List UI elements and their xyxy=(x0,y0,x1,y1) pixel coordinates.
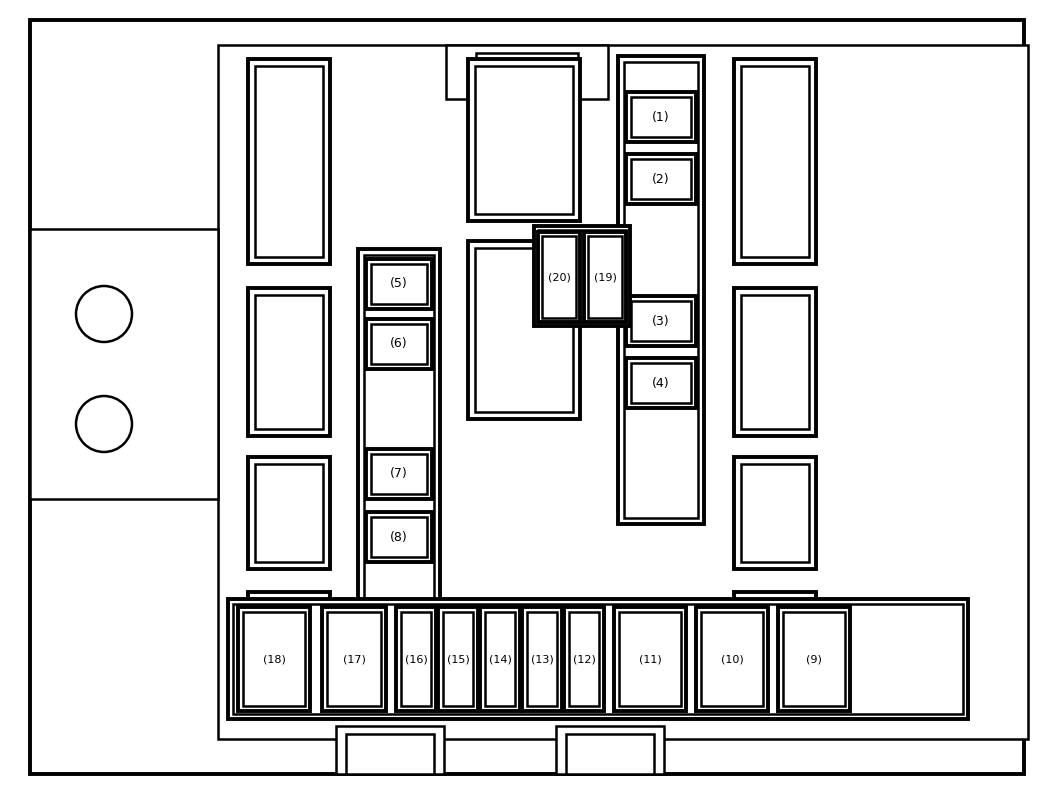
Bar xyxy=(485,612,515,706)
Bar xyxy=(527,612,557,706)
Text: (11): (11) xyxy=(639,654,661,664)
Bar xyxy=(396,607,436,711)
Bar xyxy=(371,264,427,304)
Bar xyxy=(631,301,691,341)
Bar xyxy=(626,154,696,204)
Bar xyxy=(366,319,432,369)
Text: (20): (20) xyxy=(548,272,570,282)
Text: (8): (8) xyxy=(390,530,408,544)
Bar xyxy=(248,288,330,436)
Bar xyxy=(584,232,626,322)
Bar xyxy=(624,62,698,518)
Bar xyxy=(255,464,323,562)
Bar xyxy=(588,236,622,318)
Bar xyxy=(741,464,809,562)
Bar xyxy=(618,56,704,524)
Bar xyxy=(631,97,691,137)
Bar xyxy=(371,454,427,494)
Text: (1): (1) xyxy=(652,110,669,124)
Bar xyxy=(475,66,573,214)
Bar xyxy=(741,295,809,429)
Bar xyxy=(734,592,816,664)
Text: (5): (5) xyxy=(390,277,408,291)
Text: (19): (19) xyxy=(593,272,617,282)
Text: (9): (9) xyxy=(806,654,822,664)
Bar xyxy=(255,599,323,657)
Text: (17): (17) xyxy=(343,654,366,664)
Bar xyxy=(248,592,330,664)
Bar xyxy=(696,607,768,711)
Bar xyxy=(446,45,608,99)
Text: (14): (14) xyxy=(489,654,511,664)
Bar xyxy=(741,599,809,657)
Bar xyxy=(569,612,599,706)
Bar xyxy=(778,607,850,711)
Text: (18): (18) xyxy=(262,654,286,664)
Text: (13): (13) xyxy=(530,654,553,664)
Text: (16): (16) xyxy=(405,654,427,664)
Text: (12): (12) xyxy=(572,654,596,664)
Bar xyxy=(255,66,323,257)
Bar xyxy=(475,248,573,412)
Bar xyxy=(480,607,520,711)
Bar xyxy=(468,241,580,419)
Bar xyxy=(255,295,323,429)
Bar xyxy=(538,230,626,322)
Text: (15): (15) xyxy=(447,654,469,664)
Bar xyxy=(366,259,432,309)
Bar xyxy=(734,59,816,264)
Bar xyxy=(336,726,444,774)
Bar xyxy=(538,232,580,322)
Text: (3): (3) xyxy=(652,314,669,327)
Bar xyxy=(631,363,691,403)
Bar xyxy=(346,734,434,774)
Bar xyxy=(614,607,686,711)
Bar xyxy=(542,236,575,318)
Bar xyxy=(248,59,330,264)
Bar xyxy=(626,358,696,408)
Bar xyxy=(218,45,1028,739)
Bar xyxy=(401,612,431,706)
Bar xyxy=(243,612,305,706)
Bar xyxy=(783,612,845,706)
Bar xyxy=(626,92,696,142)
Bar xyxy=(626,296,696,346)
Bar xyxy=(534,226,630,326)
Bar xyxy=(564,607,604,711)
Bar xyxy=(443,612,473,706)
Bar xyxy=(522,607,562,711)
Bar xyxy=(364,255,434,633)
Bar xyxy=(371,517,427,557)
Text: (2): (2) xyxy=(652,172,669,186)
Bar xyxy=(619,612,681,706)
Circle shape xyxy=(76,286,132,342)
Bar xyxy=(741,66,809,257)
Text: (10): (10) xyxy=(721,654,743,664)
Bar xyxy=(701,612,763,706)
Bar xyxy=(566,734,653,774)
Bar xyxy=(323,607,386,711)
Bar xyxy=(327,612,380,706)
Bar xyxy=(30,229,218,499)
Bar xyxy=(233,604,963,714)
Bar xyxy=(366,449,432,499)
Bar xyxy=(557,726,664,774)
Bar xyxy=(248,457,330,569)
Bar xyxy=(468,59,580,221)
Bar xyxy=(371,324,427,364)
Bar xyxy=(358,249,440,639)
Bar xyxy=(476,53,578,99)
Text: (6): (6) xyxy=(390,337,408,350)
Bar xyxy=(438,607,479,711)
Circle shape xyxy=(76,396,132,452)
Text: (4): (4) xyxy=(652,376,669,390)
Bar xyxy=(238,607,310,711)
Bar xyxy=(631,159,691,199)
Bar xyxy=(228,599,968,719)
Bar xyxy=(366,512,432,562)
Bar xyxy=(734,288,816,436)
Bar xyxy=(734,457,816,569)
Text: (7): (7) xyxy=(390,468,408,480)
